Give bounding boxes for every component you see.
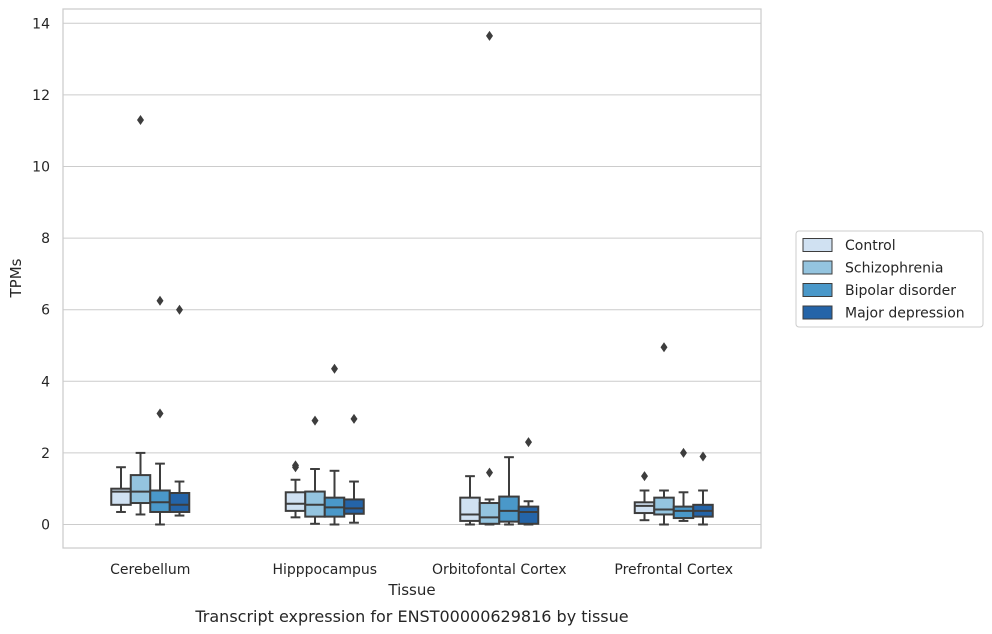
iqr-box	[168, 491, 191, 513]
outlier-point	[156, 295, 164, 306]
outlier-point	[156, 408, 164, 419]
legend-swatch	[802, 260, 833, 275]
legend-label: Schizophrenia	[845, 261, 943, 277]
iqr-box	[343, 498, 365, 515]
outlier-point	[311, 415, 319, 426]
outlier-point	[331, 363, 338, 374]
x-tick-label: Cerebellum	[110, 562, 190, 578]
x-tick-label: Orbitofontal Cortex	[432, 562, 567, 578]
y-tick-label: 0	[41, 518, 50, 534]
legend-swatch	[802, 283, 833, 297]
legend-swatch	[802, 305, 833, 320]
box-schizophrenia	[129, 114, 152, 516]
iqr-box	[653, 496, 675, 516]
legend-frame	[795, 230, 984, 328]
iqr-box	[498, 495, 520, 523]
outlier-point	[680, 447, 687, 458]
outlier-point	[137, 114, 144, 125]
box-bipolar-disorder	[149, 295, 171, 526]
box-control	[284, 460, 307, 519]
y-tick-label: 2	[41, 446, 50, 462]
chart-title: Transcript expression for ENST0000062981…	[194, 607, 628, 626]
iqr-box	[129, 474, 152, 505]
plot-frame	[62, 8, 762, 549]
y-tick-label: 12	[32, 88, 50, 104]
iqr-box	[149, 489, 171, 513]
legend: Control Schizophrenia Bipolar disorder Majo…	[795, 230, 984, 328]
box-control	[110, 466, 132, 513]
box-major-depression	[517, 437, 540, 526]
iqr-box	[284, 491, 307, 512]
iqr-box	[459, 496, 481, 522]
iqr-box	[633, 501, 656, 515]
outlier-point	[486, 30, 493, 41]
x-axis-ticks: Cerebellum Hipppocampus Orbitofontal Corte…	[110, 562, 733, 578]
box-major-depression	[168, 304, 191, 517]
y-tick-label: 4	[41, 374, 50, 390]
box-bipolar-disorder	[323, 363, 346, 526]
legend-label: Bipolar disorder	[845, 283, 956, 299]
y-tick-label: 8	[41, 231, 50, 247]
outlier-point	[525, 437, 532, 448]
iqr-box	[672, 505, 695, 520]
box-control	[459, 475, 481, 526]
box-bipolar-disorder	[672, 447, 695, 522]
legend-label: Control	[845, 238, 896, 254]
box-schizophrenia	[653, 342, 675, 526]
outlier-point	[350, 413, 358, 424]
iqr-box	[517, 505, 540, 525]
legend-swatch	[802, 238, 833, 252]
box-major-depression	[692, 451, 714, 526]
outlier-point	[641, 471, 648, 482]
outlier-point	[699, 451, 707, 462]
legend-label: Major depression	[845, 306, 965, 322]
iqr-box	[478, 502, 501, 525]
box-bipolar-disorder	[498, 456, 520, 526]
grid-lines	[63, 22, 761, 525]
y-axis-ticks: 0 2 4 6 8 10 12 14	[32, 16, 50, 533]
y-tick-label: 6	[41, 303, 50, 319]
outlier-point	[660, 342, 668, 353]
y-axis-label: TPMs	[7, 258, 25, 298]
box-schizophrenia	[478, 30, 501, 526]
y-tick-label: 10	[32, 160, 50, 176]
x-axis-label: Tissue	[387, 581, 435, 599]
outlier-point	[486, 467, 493, 478]
outlier-point	[292, 460, 299, 471]
plot-area	[110, 30, 714, 526]
box-schizophrenia	[304, 415, 326, 525]
box-control	[633, 471, 656, 522]
box-major-depression	[343, 413, 365, 524]
x-tick-label: Hipppocampus	[272, 562, 377, 578]
x-tick-label: Prefrontal Cortex	[614, 562, 733, 578]
outlier-point	[176, 304, 183, 315]
y-tick-label: 14	[32, 16, 50, 32]
